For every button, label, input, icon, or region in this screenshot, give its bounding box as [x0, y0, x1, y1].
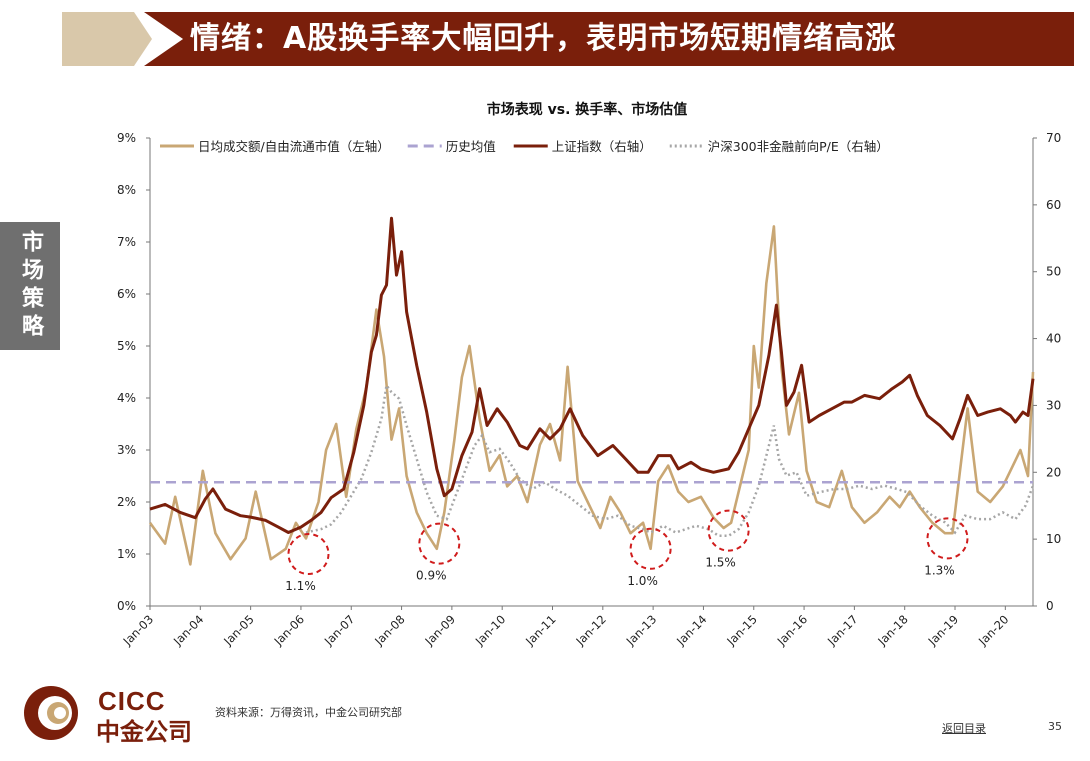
y-right-tick-label: 60	[1046, 198, 1061, 212]
x-tick-label: Jan-19	[925, 612, 961, 648]
trough-circle	[418, 522, 461, 565]
trough-label: 1.0%	[627, 574, 658, 588]
x-tick-label: Jan-20	[975, 612, 1011, 648]
legend-label: 日均成交额/自由流通市值（左轴）	[198, 139, 390, 154]
x-tick-label: Jan-08	[371, 612, 407, 648]
section-tab[interactable]: 市场策略	[0, 222, 60, 350]
x-tick-label: Jan-18	[874, 612, 910, 648]
x-tick-label: Jan-03	[120, 612, 156, 648]
y-right-tick-label: 70	[1046, 131, 1061, 145]
y-right-tick-label: 10	[1046, 532, 1061, 546]
y-left-tick-label: 1%	[117, 547, 136, 561]
y-left-tick-label: 9%	[117, 131, 136, 145]
y-left-tick-label: 3%	[117, 443, 136, 457]
trough-label: 1.1%	[285, 579, 316, 593]
logo-text-en: CICC	[98, 686, 166, 716]
logo-text-cn: 中金公司	[96, 718, 192, 746]
back-to-contents-link[interactable]: 返回目录	[942, 722, 986, 735]
series-line-2	[149, 216, 1035, 534]
y-right-tick-label: 50	[1046, 265, 1061, 279]
y-left-tick-label: 7%	[117, 235, 136, 249]
x-tick-label: Jan-10	[472, 612, 508, 648]
y-right-tick-label: 30	[1046, 398, 1061, 412]
x-tick-label: Jan-11	[522, 612, 558, 648]
title-accent-shape	[62, 12, 152, 66]
x-tick-label: Jan-05	[220, 612, 256, 648]
page-number: 35	[1048, 720, 1062, 733]
trough-label: 1.5%	[705, 556, 736, 570]
y-left-tick-label: 4%	[117, 391, 136, 405]
y-left-tick-label: 2%	[117, 495, 136, 509]
source-note: 资料来源：万得资讯，中金公司研究部	[215, 706, 402, 719]
y-right-tick-label: 20	[1046, 465, 1061, 479]
legend-label: 上证指数（右轴）	[552, 139, 652, 154]
y-left-tick-label: 0%	[117, 599, 136, 613]
y-left-tick-label: 6%	[117, 287, 136, 301]
series-line-0	[148, 225, 1035, 566]
section-tab-label: 市场策略	[18, 230, 43, 342]
y-left-tick-label: 5%	[117, 339, 136, 353]
x-tick-label: Jan-14	[673, 612, 709, 648]
x-tick-label: Jan-04	[170, 612, 206, 648]
chart-title: 市场表现 vs. 换手率、市场估值	[487, 101, 688, 118]
y-left-tick-label: 8%	[117, 183, 136, 197]
trough-circle	[287, 533, 330, 575]
x-tick-label: Jan-17	[824, 612, 860, 648]
x-tick-label: Jan-13	[623, 612, 659, 648]
x-tick-label: Jan-07	[321, 612, 357, 648]
legend-label: 历史均值	[446, 139, 496, 154]
title-banner	[144, 12, 1074, 66]
x-tick-label: Jan-06	[271, 612, 307, 648]
y-right-tick-label: 40	[1046, 332, 1061, 346]
trough-label: 0.9%	[416, 569, 447, 583]
y-right-tick-label: 0	[1046, 599, 1054, 613]
trough-circle	[707, 509, 750, 552]
cicc-logo-icon	[24, 686, 78, 740]
legend-label: 沪深300非金融前向P/E（右轴）	[708, 139, 889, 154]
x-tick-label: Jan-09	[422, 612, 458, 648]
x-tick-label: Jan-12	[573, 612, 609, 648]
x-tick-label: Jan-16	[774, 612, 810, 648]
trough-circle	[629, 527, 672, 570]
page-title: 情绪：A股换手率大幅回升，表明市场短期情绪高涨	[190, 21, 897, 56]
trough-label: 1.3%	[924, 563, 955, 577]
x-tick-label: Jan-15	[723, 612, 759, 648]
trough-circle	[926, 517, 969, 560]
